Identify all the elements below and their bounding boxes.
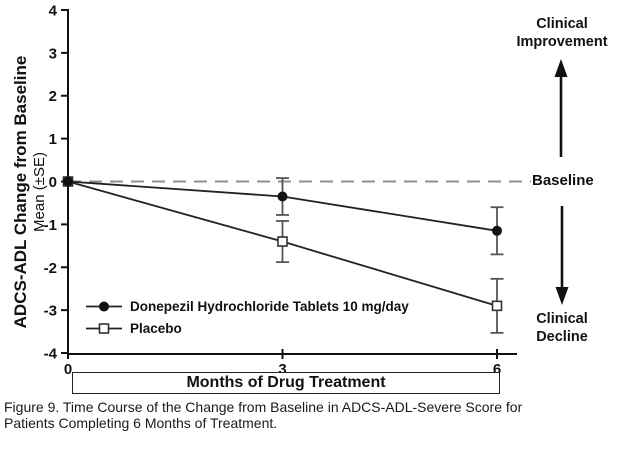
y-tick-label: -2 xyxy=(44,260,57,277)
x-tick-label: 0 xyxy=(64,361,72,378)
y-tick-label: 4 xyxy=(49,2,58,19)
y-tick-label: -4 xyxy=(44,346,58,363)
y-tick-label: 1 xyxy=(49,131,57,148)
y-axis-label: ADCS-ADL Change from Baseline Mean (±SE) xyxy=(11,56,49,329)
down-arrow-head xyxy=(555,287,569,305)
figure-caption-line2: Patients Completing 6 Months of Treatmen… xyxy=(4,414,278,431)
y-axis-label-line2: Mean (±SE) xyxy=(31,152,49,232)
data-point-open-square-placebo xyxy=(491,300,503,312)
annotation-baseline: Baseline xyxy=(532,172,594,189)
open-square-marker-icon xyxy=(86,323,122,334)
figure-caption-line1: Figure 9. Time Course of the Change from… xyxy=(4,399,523,415)
y-tick-label: 3 xyxy=(49,45,57,62)
data-point-filled-circle-donepezil xyxy=(63,176,73,187)
legend-label-placebo: Placebo xyxy=(130,321,182,336)
y-tick-label: 2 xyxy=(49,88,57,105)
y-tick-label: -3 xyxy=(44,303,57,320)
filled-circle-marker-icon xyxy=(86,301,122,312)
annotation-clinical-decline: Clinical Decline xyxy=(536,311,588,345)
x-tick-label: 3 xyxy=(278,361,286,378)
y-axis-label-line1: ADCS-ADL Change from Baseline xyxy=(10,55,30,329)
legend-item-placebo: Placebo xyxy=(84,319,409,338)
y-tick-label: 0 xyxy=(49,174,57,191)
up-arrow-head xyxy=(554,59,568,77)
x-axis-label-box: Months of Drug Treatment xyxy=(72,372,500,394)
data-point-filled-circle-donepezil xyxy=(277,191,288,202)
annotation-clinical-improvement: Clinical Improvement xyxy=(516,16,608,50)
data-point-filled-circle-donepezil xyxy=(492,225,502,236)
figure-caption: Figure 9. Time Course of the Change from… xyxy=(4,399,564,432)
data-point-open-square-placebo xyxy=(277,236,288,247)
legend-label-donepezil: Donepezil Hydrochloride Tablets 10 mg/da… xyxy=(130,299,409,314)
x-tick-label: 6 xyxy=(493,361,501,378)
legend: Donepezil Hydrochloride Tablets 10 mg/da… xyxy=(84,297,409,341)
x-axis-label: Months of Drug Treatment xyxy=(186,374,386,391)
legend-item-donepezil: Donepezil Hydrochloride Tablets 10 mg/da… xyxy=(84,297,409,316)
y-tick-label: -1 xyxy=(44,217,57,234)
